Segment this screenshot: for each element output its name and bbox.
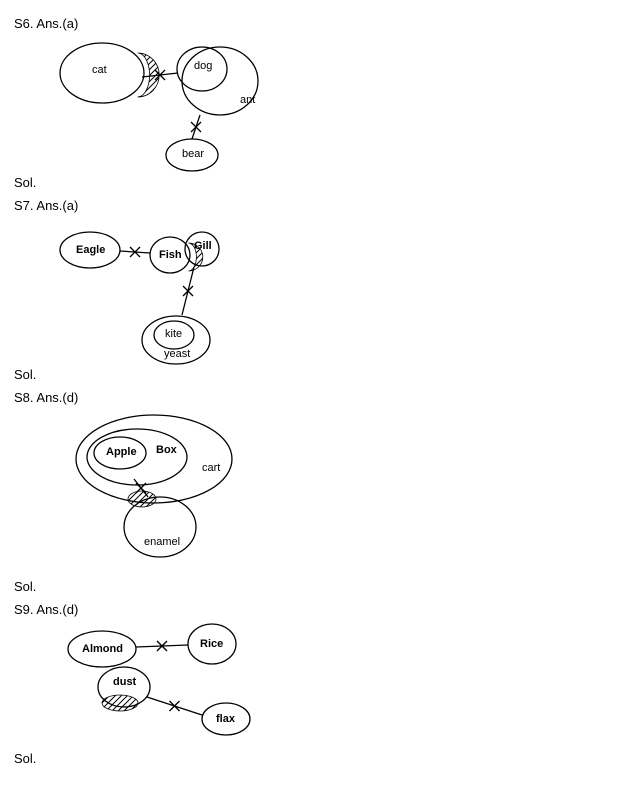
- svg-text:Almond: Almond: [82, 643, 123, 655]
- venn-diagram: cart Box Apple enamel: [42, 407, 302, 577]
- svg-text:yeast: yeast: [164, 348, 190, 360]
- question-heading: S6. Ans.(a): [14, 16, 615, 31]
- solution-label: Sol.: [14, 175, 615, 190]
- svg-text:Gill: Gill: [194, 240, 212, 252]
- svg-text:ant: ant: [240, 94, 255, 106]
- svg-text:dog: dog: [194, 60, 212, 72]
- svg-text:kite: kite: [165, 328, 182, 340]
- question-heading: S8. Ans.(d): [14, 390, 615, 405]
- diagram-s9: AlmondRicedustflax: [42, 619, 615, 749]
- diagram-s8: cart Box Apple enamel: [42, 407, 615, 577]
- diagram-s6: cat dog ant bear: [42, 33, 615, 173]
- venn-diagram: cat dog ant bear: [42, 33, 302, 173]
- svg-text:dust: dust: [113, 676, 137, 688]
- svg-text:cat: cat: [92, 64, 107, 76]
- question-heading: S9. Ans.(d): [14, 602, 615, 617]
- venn-diagram: Eagle Fish Gill kite yeast: [42, 215, 302, 365]
- diagram-s7: Eagle Fish Gill kite yeast: [42, 215, 615, 365]
- solution-label: Sol.: [14, 751, 615, 766]
- question-heading: S7. Ans.(a): [14, 198, 615, 213]
- svg-text:bear: bear: [182, 148, 204, 160]
- svg-text:Apple: Apple: [106, 446, 137, 458]
- svg-text:Box: Box: [156, 444, 178, 456]
- solution-label: Sol.: [14, 579, 615, 594]
- venn-diagram: AlmondRicedustflax: [42, 619, 302, 749]
- svg-text:Fish: Fish: [159, 249, 182, 261]
- svg-text:Eagle: Eagle: [76, 244, 105, 256]
- svg-text:enamel: enamel: [144, 536, 180, 548]
- solution-label: Sol.: [14, 367, 615, 382]
- svg-text:cart: cart: [202, 462, 220, 474]
- svg-text:Rice: Rice: [200, 638, 223, 650]
